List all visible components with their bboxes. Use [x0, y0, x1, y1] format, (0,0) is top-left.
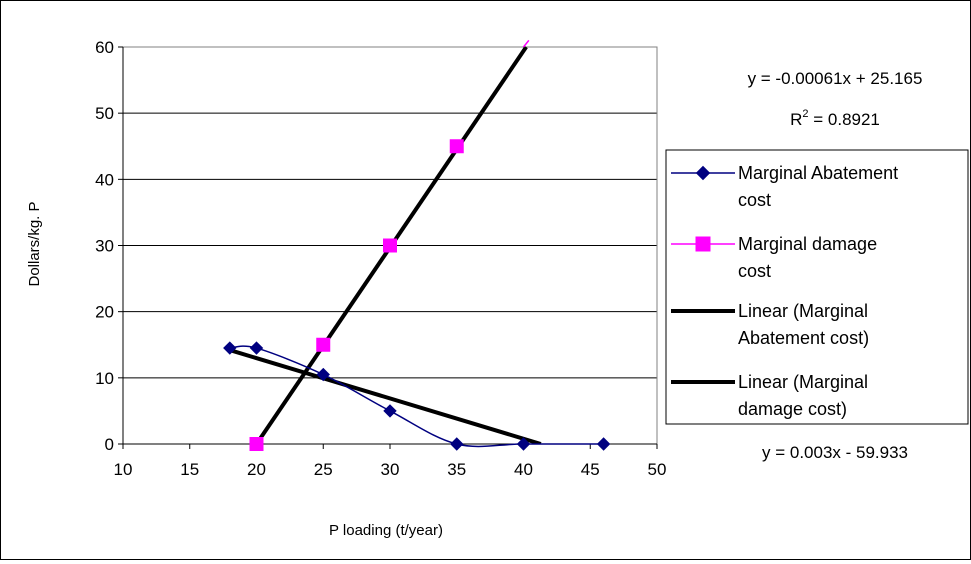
y-axis-title: Dollars/kg. P: [26, 201, 43, 286]
legend-label: cost: [738, 261, 771, 281]
trendline-r-squared: R2 = 0.8921: [790, 108, 880, 129]
legend-label: damage cost): [738, 399, 847, 419]
legend-label: Linear (Marginal: [738, 301, 868, 321]
r-squared-value: = 0.8921: [809, 110, 880, 129]
trendline-equation-damage: y = 0.003x - 59.933: [762, 443, 908, 462]
x-tick-label: 15: [180, 460, 199, 479]
legend-label: Marginal Abatement: [738, 163, 898, 183]
grid-lines: [123, 47, 657, 378]
data-point: [384, 405, 396, 417]
x-tick-label: 25: [314, 460, 333, 479]
data-point: [250, 438, 263, 451]
data-point: [384, 239, 397, 252]
legend-label: Linear (Marginal: [738, 372, 868, 392]
legend-label: Marginal damage: [738, 234, 877, 254]
x-tick-label: 35: [447, 460, 466, 479]
data-point: [451, 438, 463, 450]
x-tick-label: 30: [381, 460, 400, 479]
y-tick-label: 20: [95, 303, 114, 322]
y-tick-label: 0: [105, 435, 114, 454]
legend-label: Abatement cost): [738, 328, 869, 348]
x-tick-label: 45: [581, 460, 600, 479]
y-tick-label: 10: [95, 369, 114, 388]
legend: Marginal Abatement cost Marginal damage cos…: [666, 150, 968, 424]
series-line: [230, 346, 604, 446]
series-0: [224, 342, 610, 450]
y-tick-label: 40: [95, 170, 114, 189]
damage-cost-top-segment: [524, 40, 529, 47]
x-axis-title: P loading (t/year): [329, 522, 443, 539]
y-tick-label: 60: [95, 38, 114, 57]
x-tick-label: 40: [514, 460, 533, 479]
y-tick-label: 30: [95, 237, 114, 256]
data-point: [251, 342, 263, 354]
series-line: [524, 40, 529, 47]
series-2: [230, 350, 541, 444]
data-point: [598, 438, 610, 450]
trendline: [230, 350, 541, 444]
x-tick-label: 20: [247, 460, 266, 479]
x-tick-label: 10: [114, 460, 133, 479]
trendline-equation-abatement: y = -0.00061x + 25.165: [748, 69, 923, 88]
legend-swatch-marker: [696, 237, 710, 251]
legend-label: cost: [738, 190, 771, 210]
r-squared-letter: R: [790, 110, 802, 129]
data-point: [450, 140, 463, 153]
y-tick-label: 50: [95, 104, 114, 123]
data-point: [317, 338, 330, 351]
x-tick-label: 50: [648, 460, 667, 479]
